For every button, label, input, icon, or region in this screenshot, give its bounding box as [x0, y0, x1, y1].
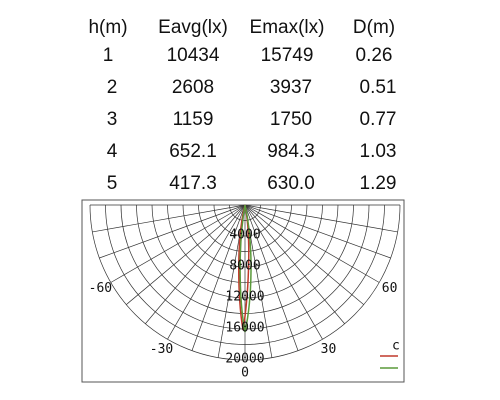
polar-spoke: [244, 204, 345, 324]
table-header: D(m): [353, 17, 395, 38]
polar-spoke: [99, 204, 246, 259]
radial-tick-label: 8000: [229, 259, 260, 274]
radial-tick-label: 12000: [225, 290, 264, 305]
table-header: Eavg(lx): [158, 17, 228, 38]
table-cell: 0.77: [360, 109, 397, 130]
polar-spoke: [92, 204, 246, 233]
table-cell: 417.3: [169, 173, 217, 194]
polar-spoke: [244, 204, 299, 351]
angle-tick-label: 60: [382, 281, 398, 296]
radial-tick-label: 20000: [225, 352, 264, 367]
table-cell: 0.26: [356, 45, 393, 66]
polar-spoke: [145, 204, 246, 324]
angle-tick-label: 0: [241, 366, 249, 381]
table-cell: 1.29: [360, 173, 397, 194]
table-cell: 1: [103, 45, 114, 66]
polar-spoke: [244, 204, 323, 340]
table-cell: 0.51: [360, 77, 397, 98]
polar-spoke: [244, 204, 391, 259]
angle-tick-label: -30: [150, 342, 173, 357]
table-header: h(m): [88, 17, 127, 38]
polar-spoke: [110, 204, 246, 283]
polar-spoke: [191, 204, 246, 351]
table-cell: 1.03: [360, 141, 397, 162]
table-cell: 5: [107, 173, 118, 194]
curve-c0: [238, 204, 250, 331]
table-cell: 984.3: [267, 141, 315, 162]
table-cell: 3937: [270, 77, 312, 98]
table-cell: 652.1: [169, 141, 217, 162]
radial-tick-label: 4000: [229, 228, 260, 243]
angle-tick-label: -60: [89, 281, 112, 296]
table-header: Emax(lx): [250, 17, 325, 38]
table-cell: 10434: [167, 45, 220, 66]
polar-spoke: [126, 204, 246, 305]
radial-tick-label: 16000: [225, 321, 264, 336]
angle-tick-label: 30: [321, 342, 337, 357]
table-cell: 1159: [173, 109, 214, 130]
polar-spoke: [167, 204, 246, 340]
table-cell: 630.0: [267, 173, 315, 194]
table-cell: 15749: [261, 45, 314, 66]
table-cell: 4: [107, 141, 118, 162]
table-cell: 3: [107, 109, 118, 130]
legend-label: c: [392, 339, 400, 354]
polar-spoke: [244, 204, 380, 283]
polar-spoke: [244, 204, 398, 233]
table-cell: 2608: [172, 77, 214, 98]
curve-c90: [239, 204, 252, 333]
polar-spoke: [244, 204, 364, 305]
table-cell: 1750: [270, 109, 312, 130]
table-cell: 2: [107, 77, 118, 98]
